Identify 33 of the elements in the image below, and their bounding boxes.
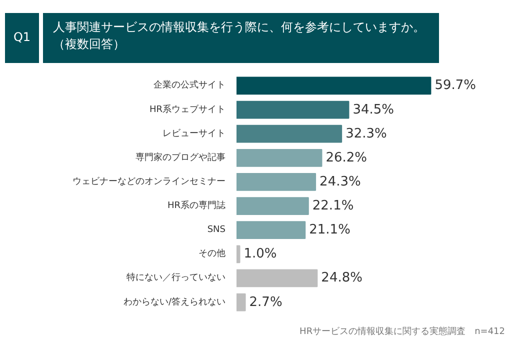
y-tick-label: 専門家のブログや記事 — [136, 152, 226, 163]
y-tick-label: 特にない／行っていない — [126, 272, 226, 284]
y-tick-label: 企業の公式サイト — [154, 80, 226, 91]
text: HRサービスの情報収集に関する実態調査 n=412 — [298, 326, 505, 338]
y-tick-label: レビューサイト — [162, 128, 226, 139]
chart-title: 人事関連サービスの情報収集を行う際に、何を参考にしていますか。（複数回答） — [43, 13, 439, 63]
data-label: 22.1% — [312, 198, 354, 214]
data-label: 1.0% — [244, 246, 277, 262]
data-label: 26.2% — [326, 150, 368, 166]
data-label: 32.3% — [346, 126, 387, 142]
bar — [236, 245, 240, 264]
y-tick-label: SNS — [207, 225, 226, 236]
data-label: 2.7% — [249, 294, 282, 310]
bar — [236, 269, 318, 288]
data-label: 34.5% — [352, 102, 394, 118]
y-tick-label: HR系ウェブサイト — [149, 104, 226, 115]
y-tick-label: HR系の専門誌 — [167, 200, 226, 212]
data-label: 59.7% — [434, 78, 476, 94]
data-label: 24.3% — [320, 174, 361, 190]
bar — [236, 221, 306, 240]
y-tick-label: ウェビナーなどのオンラインセミナー — [72, 176, 226, 187]
data-label: 21.1% — [309, 222, 350, 238]
y-tick-label: その他 — [198, 248, 226, 260]
bar — [236, 100, 350, 119]
bar — [236, 197, 309, 215]
bar — [236, 148, 322, 167]
y-tick-label: わからない/答えられない — [123, 296, 226, 308]
bar — [236, 173, 316, 191]
data-label: 24.8% — [321, 270, 362, 286]
bar — [236, 124, 342, 143]
bar — [236, 293, 246, 312]
bar — [236, 76, 432, 95]
text: Q1 — [5, 13, 39, 63]
